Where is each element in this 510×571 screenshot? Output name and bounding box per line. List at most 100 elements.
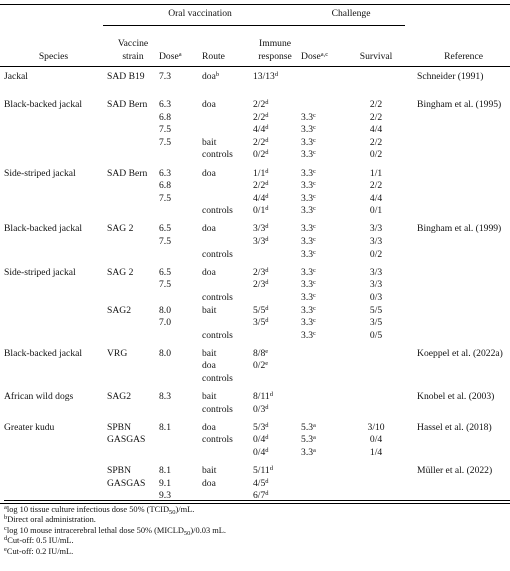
cell: bait: [199, 465, 249, 478]
cell: African wild dogs: [0, 391, 103, 404]
cell: 5/3d: [249, 422, 297, 435]
cell: 6.3: [159, 168, 199, 181]
column-header: Species: [0, 25, 103, 66]
cell-text: 6.8: [159, 180, 171, 192]
footnote-text: Cut-off: 0.2 IU/mL.: [6, 546, 74, 556]
cell-text: 8.1: [159, 421, 171, 433]
cell: [103, 180, 159, 193]
cell-text: SPBN: [107, 465, 131, 477]
cell: SAD B19: [103, 71, 159, 84]
cell: 2/2: [347, 112, 405, 125]
cell: Knobel et al. (2003): [405, 391, 510, 404]
cell: [297, 373, 347, 386]
cell-text: 3/5: [369, 317, 383, 329]
cell-text: 2/2: [369, 111, 383, 123]
cell-text: 3.3: [301, 111, 314, 123]
cell: [199, 236, 249, 249]
cell-text: 7.5: [159, 279, 171, 291]
cell: 3.3c: [297, 193, 347, 206]
footnote: alog 10 tissue culture infectious dose 5…: [4, 504, 510, 516]
cell: 5/5d: [249, 305, 297, 318]
cell-text: Dose: [159, 50, 179, 62]
cell-text: 5/11: [253, 465, 270, 477]
footnote-mark: c: [313, 136, 316, 144]
cell: [103, 317, 159, 330]
cell: 7.5: [159, 279, 199, 292]
cell: 3.3a: [297, 447, 347, 460]
cell: 0/3: [347, 292, 405, 305]
cell-text: SAG2: [107, 304, 131, 316]
cell: 8.0: [159, 305, 199, 318]
cell: VRG: [103, 348, 159, 361]
header-row: Species Vaccine strain Dosea Route Immune re…: [0, 25, 510, 66]
table-row: 7.5 bait 2/2d 3.3c 2/2: [0, 137, 510, 150]
cell-text: 2/2: [369, 180, 383, 192]
cell-text: Vaccine strain: [117, 38, 149, 62]
cell: 3/3d: [249, 223, 297, 236]
cell: [159, 434, 199, 447]
cell: doa: [199, 360, 249, 373]
cell: doa: [199, 478, 249, 491]
cell-text: 8.0: [159, 304, 171, 316]
cell-text: 5.3: [301, 434, 314, 446]
cell-text: 3.3: [301, 317, 314, 329]
cell-text: Immune response: [258, 38, 292, 62]
cell: 0/1d: [249, 205, 297, 218]
footnote-mark: e: [265, 360, 269, 368]
footnote-mark: e: [265, 347, 269, 355]
cell: [103, 249, 159, 262]
cell-text: Reference: [444, 50, 483, 62]
footnotes: alog 10 tissue culture infectious dose 5…: [4, 500, 510, 557]
cell: [347, 391, 405, 404]
blank: [0, 5, 103, 26]
footnote-mark: d: [265, 99, 269, 107]
cell: [103, 279, 159, 292]
footnote-mark: d: [265, 403, 269, 411]
cell: controls: [199, 249, 249, 262]
cell: controls: [199, 292, 249, 305]
cell-text: bait: [202, 136, 217, 148]
cell: 5/5: [347, 305, 405, 318]
cell: GASGAS: [103, 478, 159, 491]
cell: 3/3: [347, 279, 405, 292]
group-spacer: [0, 83, 510, 99]
cell: [405, 279, 510, 292]
table-row: SPBN 8.1 bait 5/11d Müller et al. (2022): [0, 465, 510, 478]
cell: [159, 292, 199, 305]
cell: 3.3c: [297, 112, 347, 125]
cell-text: SAD Bern: [107, 99, 148, 111]
footnote-mark: d: [265, 477, 269, 485]
cell-text: SPBN: [107, 421, 131, 433]
footnote-mark: d: [265, 304, 269, 312]
cell: [199, 112, 249, 125]
cell: [405, 168, 510, 181]
table-row: Black-backed jackal SAD Bern 6.3 doa 2/2d 2/2…: [0, 99, 510, 112]
cell-text: 2/2: [253, 180, 266, 192]
cell-text: Side-striped jackal: [4, 167, 76, 179]
cell: 2/2: [347, 99, 405, 112]
cell: 7.3: [159, 71, 199, 84]
cell: [199, 180, 249, 193]
cell-text: 0/5: [369, 329, 383, 341]
footnote-mark: c: [313, 329, 316, 337]
cell: 6.8: [159, 112, 199, 125]
footnote-mark: d: [265, 434, 269, 442]
cell-text: bait: [202, 304, 217, 316]
footnote-mark: d: [265, 136, 269, 144]
cell-text: 3/3: [253, 236, 266, 248]
cell: controls: [199, 149, 249, 162]
cell: [405, 292, 510, 305]
cell: [159, 447, 199, 460]
cell-text: 8/8: [253, 347, 266, 359]
table-row: GASGAS 9.1 doa 4/5d: [0, 478, 510, 491]
cell-text: doa: [202, 421, 216, 433]
cell-text: 6.3: [159, 99, 171, 111]
cell-text: 13/13: [253, 70, 275, 82]
cell-text: 8.3: [159, 391, 171, 403]
table-row: controls 3.3c 0/2: [0, 249, 510, 262]
cell: 3.3c: [297, 168, 347, 181]
table-row: 7.5 4/4d 3.3c 4/4: [0, 124, 510, 137]
footnote: eCut-off: 0.2 IU/mL.: [4, 546, 510, 557]
cell-text: Greater kudu: [4, 421, 55, 433]
cell-text: 1/1: [253, 167, 266, 179]
